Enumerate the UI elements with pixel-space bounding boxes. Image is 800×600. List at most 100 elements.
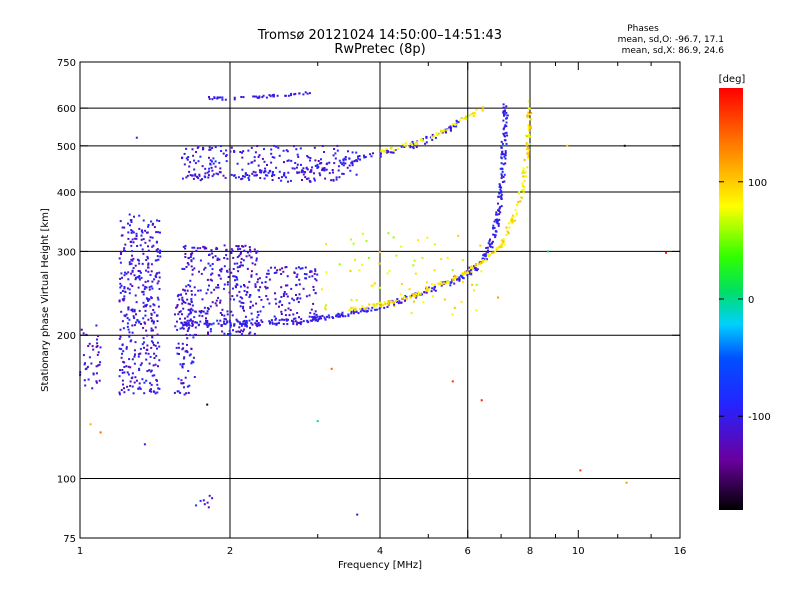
x-trace-point (507, 222, 510, 225)
scatter-point (289, 179, 292, 182)
x-trace-point (382, 304, 385, 307)
o-trace-point (500, 193, 503, 196)
scatter-point (211, 301, 214, 304)
scatter-point (150, 329, 153, 332)
scatter-point (175, 346, 178, 349)
scatter-point (133, 324, 136, 327)
scatter-point (215, 172, 218, 175)
scatter-point (136, 319, 139, 322)
scatter-point (176, 320, 178, 323)
scatter-point (475, 309, 478, 312)
o-trace-point (496, 218, 499, 221)
scatter-point (212, 256, 214, 259)
scatter-point (286, 295, 289, 298)
scatter-point (280, 273, 283, 275)
scatter-point (121, 371, 124, 374)
isolated-point (143, 443, 146, 446)
scatter-point (250, 270, 253, 273)
x-trace-point (508, 226, 511, 229)
x-trace-point (521, 172, 524, 175)
f1-trace-point (412, 143, 415, 146)
o-trace-point (229, 322, 232, 325)
f1-x-trace-point (474, 112, 477, 115)
scatter-point (255, 273, 258, 276)
o-trace-point (458, 279, 461, 282)
x-trace-point (523, 171, 526, 174)
o-trace-point (243, 319, 246, 322)
scatter-point (211, 279, 213, 282)
scatter-point (133, 355, 136, 358)
scatter-point (180, 382, 183, 385)
scatter-point (156, 250, 159, 253)
echo-trace-point (272, 95, 275, 98)
o-trace-point (242, 323, 245, 326)
scatter-point (291, 167, 294, 170)
scatter-point (146, 257, 149, 260)
o-trace-point (503, 180, 506, 183)
o-trace-point (502, 163, 505, 166)
scatter-point (194, 326, 197, 329)
scatter-point (138, 278, 141, 281)
o-trace-point (285, 319, 288, 322)
scatter-point (140, 362, 143, 365)
scatter-point (122, 327, 125, 330)
scatter-point (214, 302, 217, 305)
f1-trace-point (181, 177, 184, 180)
scatter-point (195, 151, 197, 153)
scatter-point (186, 174, 189, 177)
scatter-point (125, 365, 128, 368)
scatter-point (300, 321, 303, 324)
scatter-point (220, 150, 223, 152)
scatter-point (214, 255, 217, 258)
x-trace-point (518, 191, 521, 194)
f1-x-trace-point (454, 123, 457, 126)
scatter-point (181, 313, 183, 316)
scatter-point (130, 309, 133, 312)
scatter-point (250, 146, 253, 149)
scatter-point (196, 146, 199, 149)
x-tick-label: 1 (77, 546, 83, 557)
scatter-point (154, 363, 157, 366)
scatter-point (125, 313, 128, 316)
isolated-point (625, 481, 628, 484)
scatter-point (231, 295, 234, 298)
scatter-point (119, 291, 122, 294)
echo-trace-point (276, 94, 279, 97)
x-trace-point (412, 295, 415, 298)
scatter-point (177, 342, 180, 345)
x-trace-point (351, 306, 354, 309)
o-trace-point (481, 257, 484, 260)
scatter-point (139, 387, 142, 390)
echo-trace-point (233, 98, 236, 101)
o-trace-point (197, 324, 200, 327)
scatter-point (125, 347, 128, 350)
o-trace-point (487, 251, 489, 254)
o-trace-point (497, 195, 500, 198)
scatter-point (192, 356, 195, 359)
scatter-point (254, 151, 257, 154)
scatter-point (230, 252, 233, 254)
scatter-point (179, 310, 182, 313)
o-trace-point (187, 321, 190, 324)
scatter-point (123, 249, 125, 252)
scatter-point (388, 301, 391, 304)
scatter-point (223, 244, 226, 247)
f1-trace-point (385, 149, 388, 152)
scatter-point (217, 286, 220, 289)
scatter-point (136, 258, 139, 261)
f1-x-trace-point (480, 108, 483, 111)
o-trace-point (494, 218, 497, 221)
scatter-point (155, 354, 158, 357)
x-trace-point (528, 129, 531, 132)
scatter-point (233, 298, 235, 301)
f1-trace-point (379, 152, 382, 155)
scatter-point (127, 306, 130, 309)
scatter-point (211, 497, 214, 500)
scatter-point (332, 178, 335, 181)
x-trace-point (523, 186, 526, 189)
scatter-point (145, 358, 148, 361)
scatter-point (138, 227, 141, 230)
scatter-point (138, 321, 141, 324)
o-trace-point (309, 319, 312, 322)
scatter-point (217, 322, 220, 325)
